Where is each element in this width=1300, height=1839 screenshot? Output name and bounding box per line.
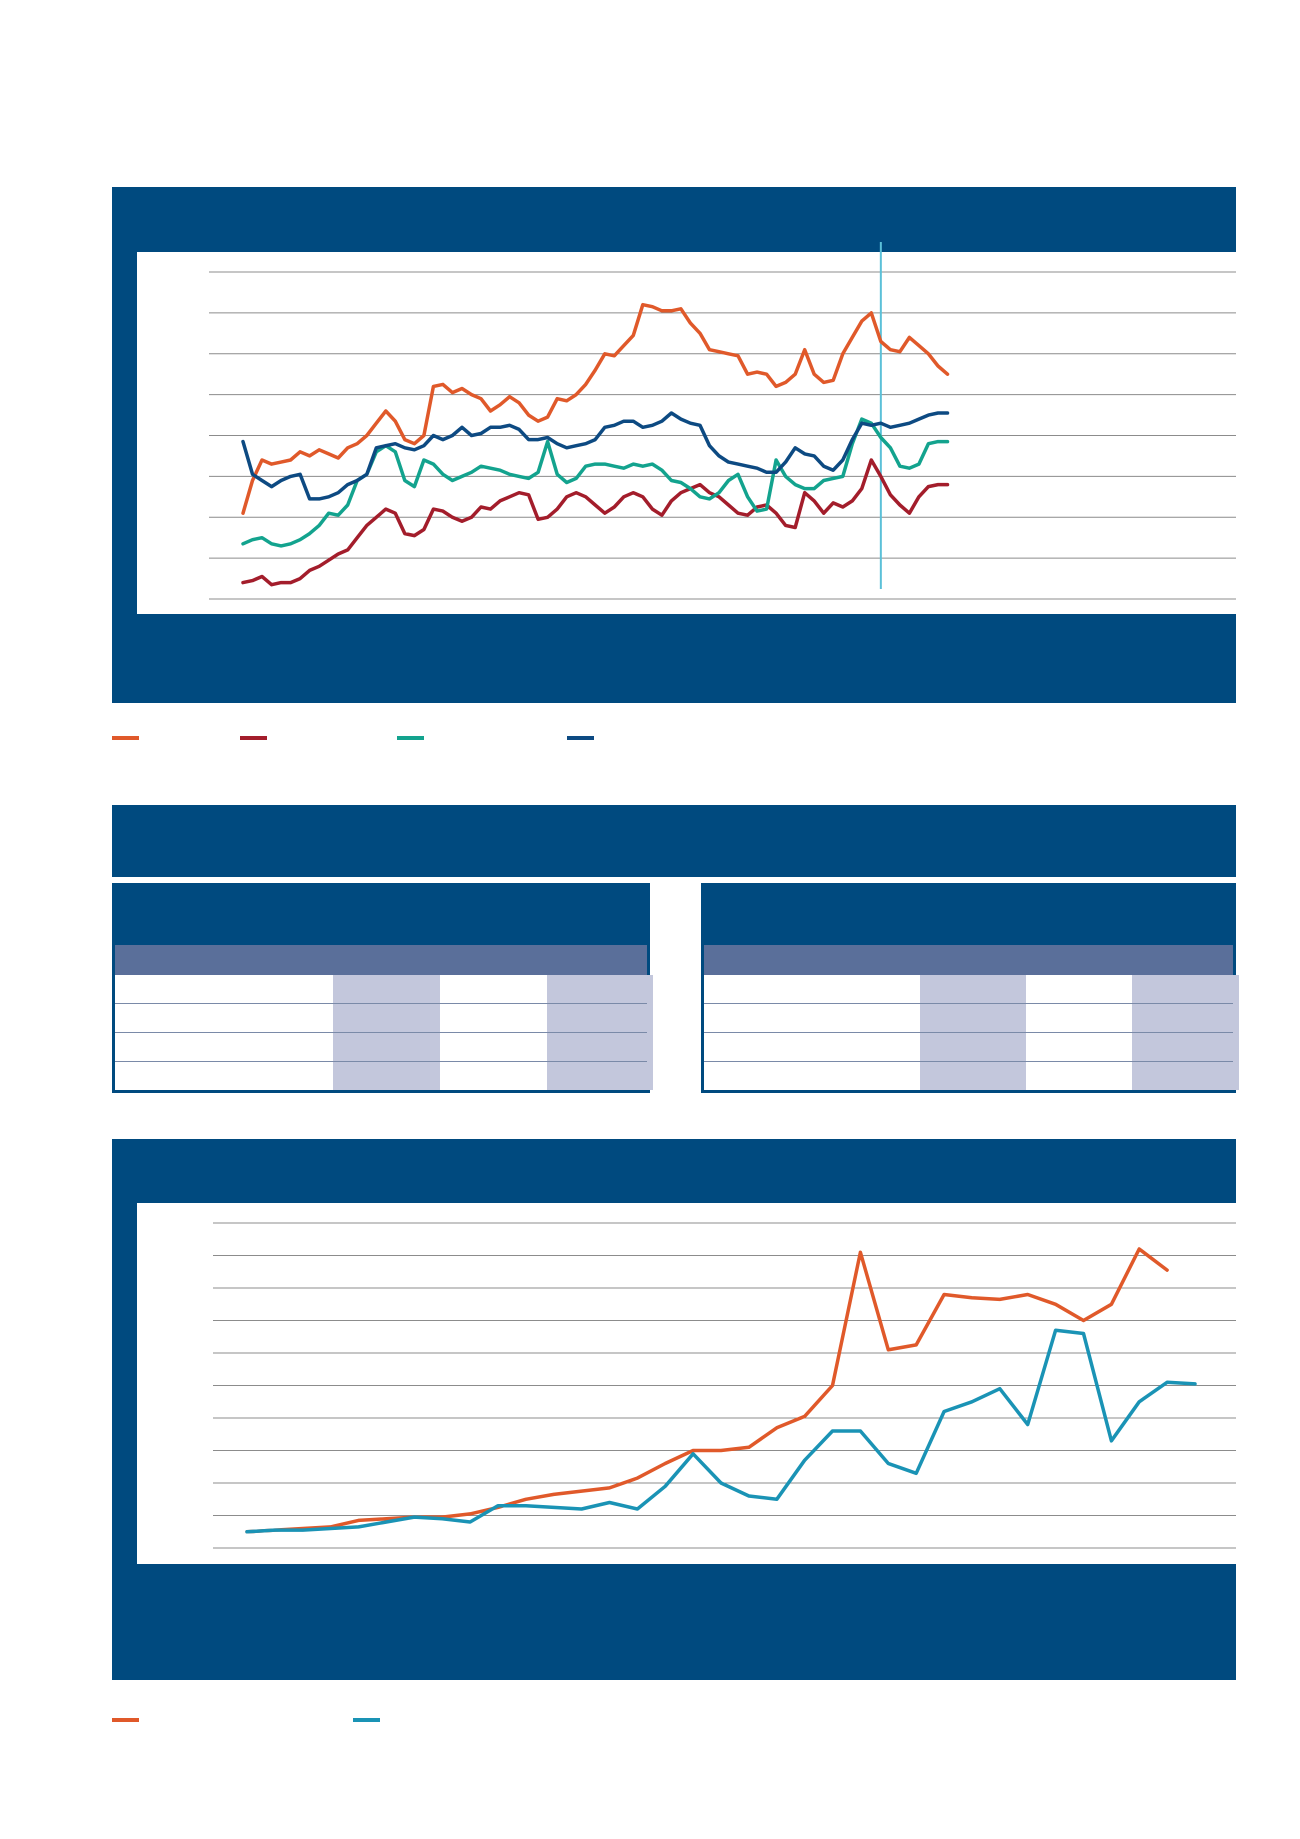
table-right-subheader <box>704 945 1233 975</box>
table-left-subheader <box>115 945 647 975</box>
legend-swatch-cyan <box>353 1718 380 1722</box>
series-line-cyan <box>245 1328 1197 1534</box>
table-right-header <box>704 886 1233 945</box>
series-line-orange <box>245 1247 1169 1534</box>
series-line-darkblue <box>241 411 950 501</box>
chart1-plot-area <box>137 252 1236 614</box>
table-row <box>115 1033 647 1062</box>
series-line-orange <box>241 302 950 515</box>
chart1-svg <box>209 242 1236 600</box>
series-line-crimson <box>241 458 950 587</box>
table-row <box>704 1004 1233 1033</box>
legend-swatch-darkblue <box>567 736 594 740</box>
tables-header-band <box>112 805 1236 877</box>
legend-swatch-orange <box>112 736 139 740</box>
table-left <box>112 883 653 1093</box>
table-row <box>115 1004 647 1033</box>
chart2-plot-area <box>137 1203 1236 1564</box>
legend-swatch-orange <box>112 1718 139 1722</box>
table-row <box>704 1033 1233 1062</box>
legend-swatch-teal <box>397 736 424 740</box>
chart2-svg <box>213 1222 1236 1549</box>
table-row <box>115 975 647 1004</box>
table-left-header <box>115 886 647 945</box>
table-row <box>704 975 1233 1004</box>
legend-swatch-crimson <box>240 736 267 740</box>
table-right <box>701 883 1239 1093</box>
